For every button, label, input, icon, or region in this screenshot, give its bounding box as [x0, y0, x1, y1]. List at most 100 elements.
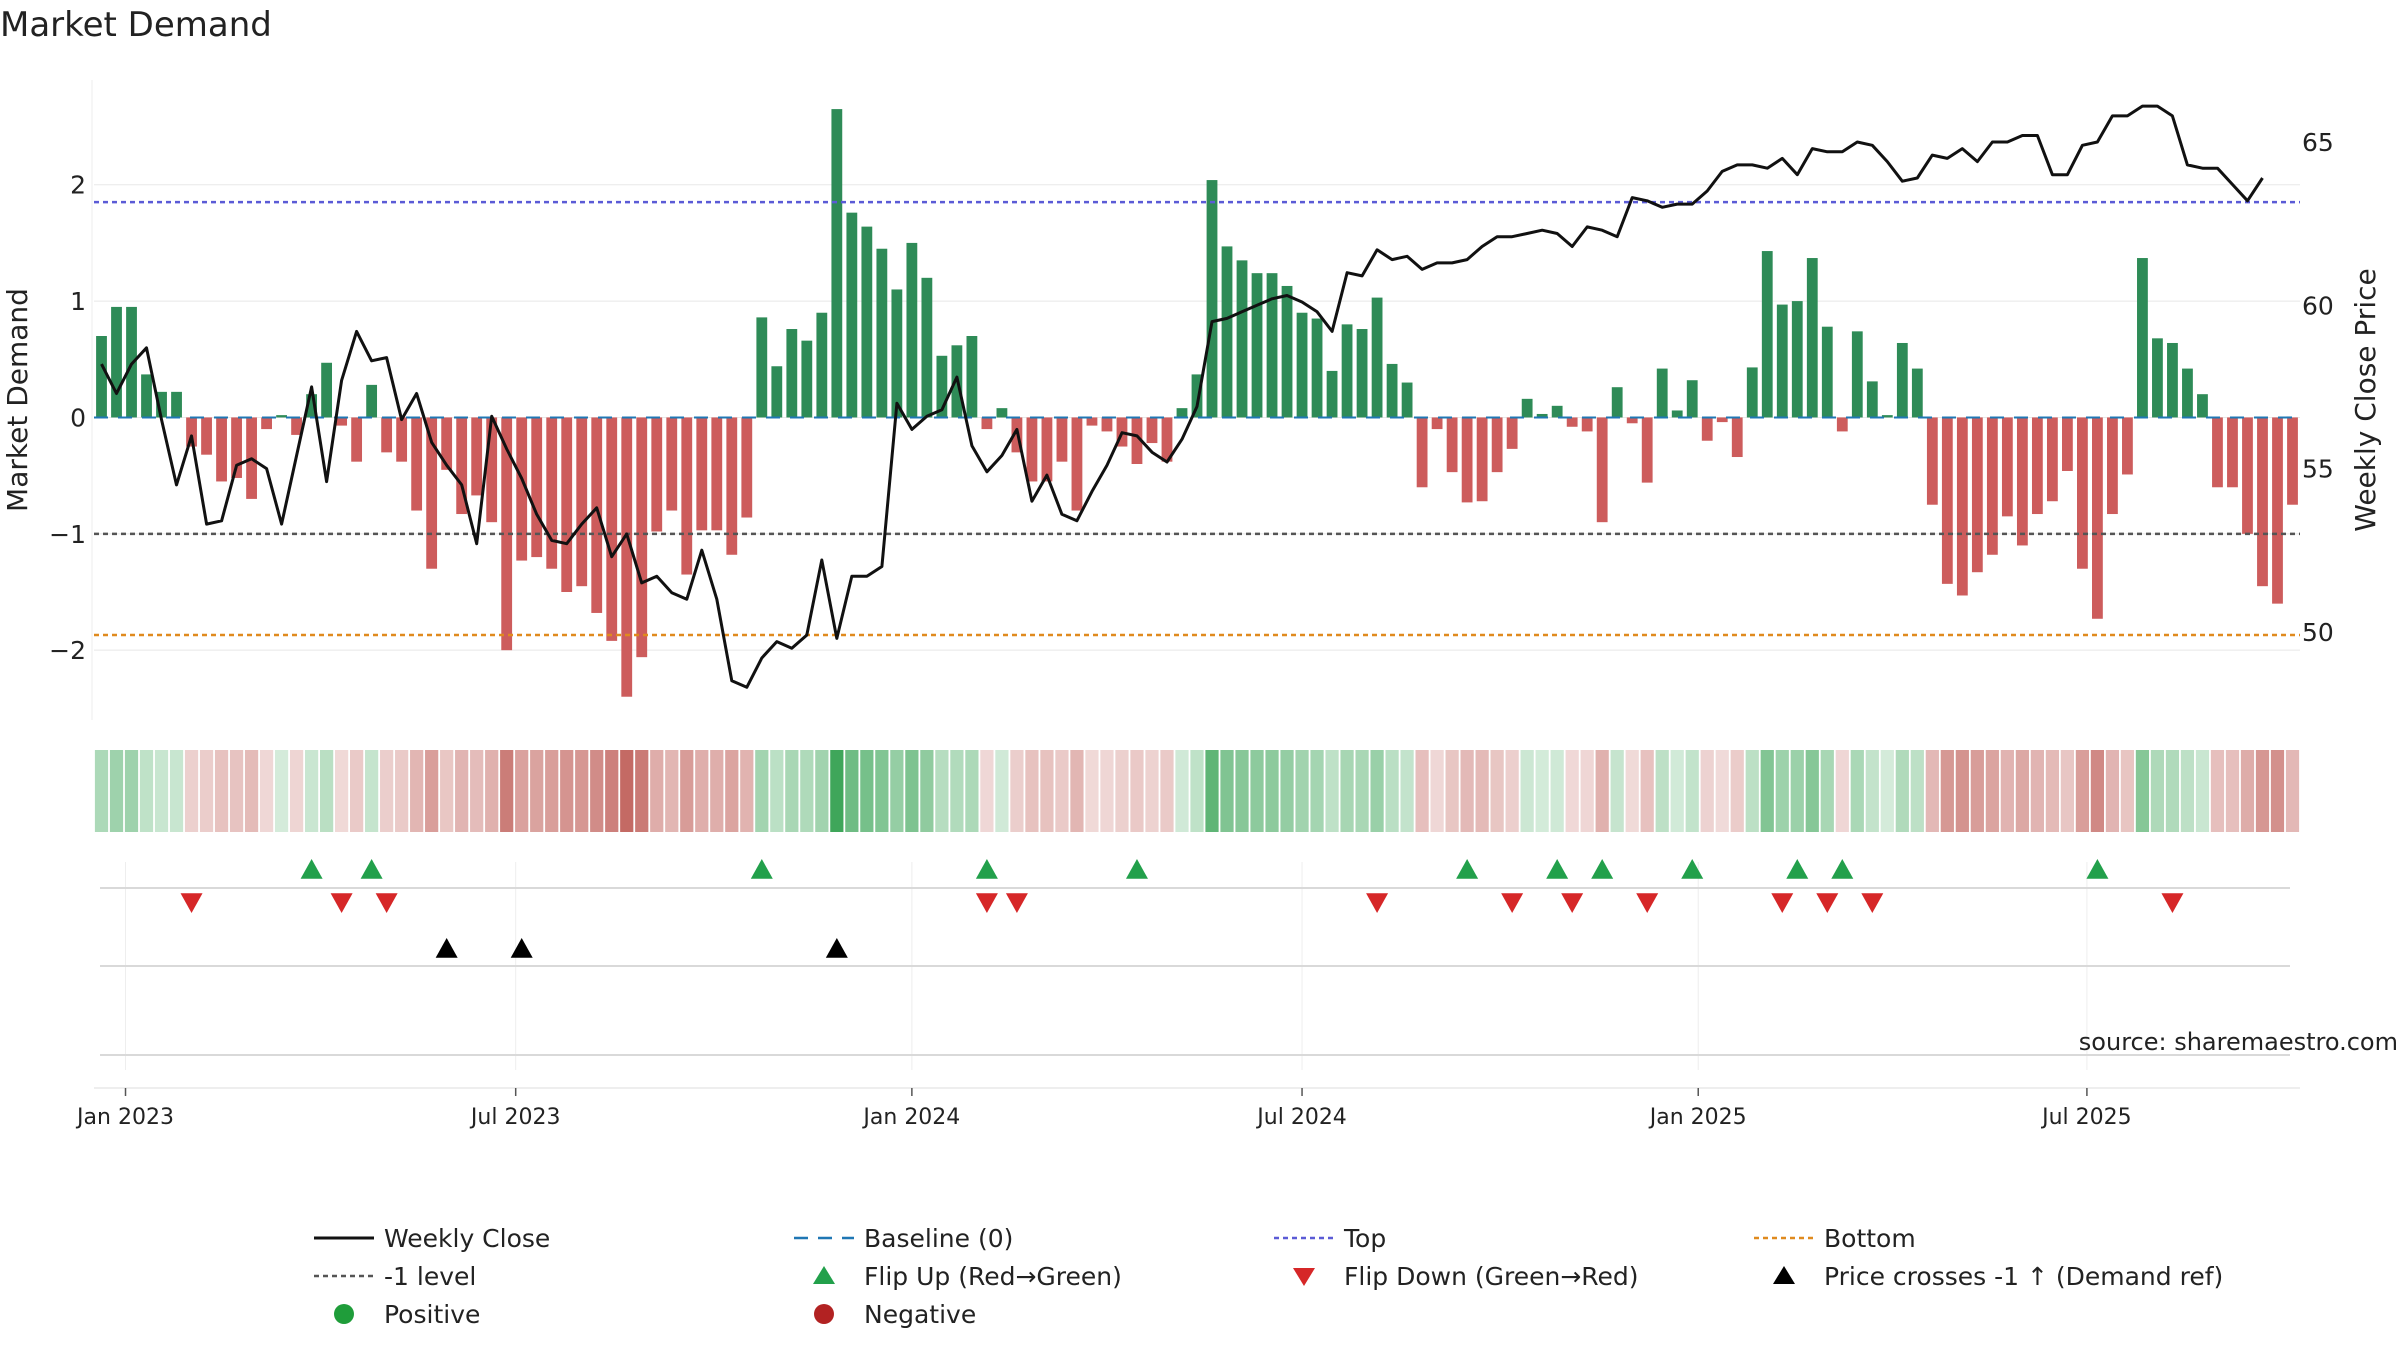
- legend: Weekly Close Baseline (0) Top Bottom -1 leve…: [314, 1224, 2223, 1329]
- heat-cell: [710, 750, 724, 832]
- bar-negative: [651, 417, 663, 532]
- legend-item-top: Top: [1274, 1224, 1386, 1253]
- flip-up-marker: [300, 859, 323, 879]
- price-cross-marker: [435, 938, 458, 958]
- bar-negative: [351, 417, 363, 462]
- heat-cell: [1790, 750, 1804, 832]
- heat-cell: [304, 750, 319, 832]
- heat-cell: [2030, 750, 2044, 832]
- heat-cell: [905, 750, 919, 832]
- bar-positive: [1746, 367, 1758, 418]
- heat-cell: [1595, 750, 1609, 832]
- y-tick-label: 2: [70, 171, 86, 200]
- bar-positive: [1791, 301, 1803, 418]
- bar-negative: [1056, 417, 1068, 462]
- legend-label: Flip Down (Green→Red): [1344, 1262, 1639, 1291]
- heat-cell: [440, 750, 454, 832]
- heat-cell: [650, 750, 664, 832]
- heat-cell: [2165, 750, 2180, 832]
- flip-up-marker: [1831, 859, 1854, 879]
- x-tick-label: Jul 2023: [469, 1105, 561, 1130]
- bar-positive: [1176, 408, 1188, 418]
- bar-negative: [486, 417, 498, 523]
- bar-negative: [336, 417, 348, 426]
- bar-negative: [231, 417, 242, 478]
- bar-negative: [1986, 417, 1998, 555]
- bar-positive: [861, 226, 873, 418]
- bar-positive: [1371, 297, 1383, 418]
- bar-positive: [2152, 338, 2163, 418]
- bar-negative: [1926, 417, 1938, 505]
- heat-cell: [1940, 750, 1954, 832]
- heat-cell: [1670, 750, 1684, 832]
- bar-positive: [1806, 258, 1818, 418]
- heat-cell: [1805, 750, 1819, 832]
- flip-up-marker: [360, 859, 383, 879]
- heat-cell: [244, 750, 259, 832]
- heat-cell: [1955, 750, 1969, 832]
- y-axis-right-label: Weekly Close Price: [2349, 268, 2382, 531]
- heat-cell: [1130, 750, 1144, 832]
- heat-cell: [2180, 750, 2195, 832]
- heat-cell: [380, 750, 394, 832]
- bar-negative: [666, 417, 678, 511]
- bar-negative: [2061, 417, 2073, 471]
- heat-cell: [1925, 750, 1939, 832]
- y-tick-label: 1: [70, 287, 86, 316]
- heat-cell: [1310, 750, 1324, 832]
- heat-cell: [2045, 750, 2059, 832]
- bar-positive: [891, 289, 903, 418]
- heat-cell: [1505, 750, 1519, 832]
- flip-down-marker: [1636, 893, 1659, 913]
- bar-negative: [456, 417, 468, 515]
- legend-label: -1 level: [384, 1262, 476, 1291]
- heat-cell: [1475, 750, 1489, 832]
- heat-cell: [1910, 750, 1924, 832]
- heat-cell: [1205, 750, 1219, 832]
- heat-cell: [2000, 750, 2014, 832]
- bar-negative: [591, 417, 603, 613]
- heat-cell: [1580, 750, 1594, 832]
- bar-negative: [981, 417, 993, 430]
- flip-up-marker: [2086, 859, 2109, 879]
- bar-positive: [756, 317, 768, 418]
- bar-negative: [2016, 417, 2028, 546]
- legend-item-baseline: Baseline (0): [794, 1224, 1013, 1253]
- y-right-tick-label: 50: [2302, 618, 2334, 647]
- bar-positive: [1236, 260, 1248, 418]
- heat-cell: [1010, 750, 1024, 832]
- bar-negative: [621, 417, 633, 697]
- heat-cell: [1235, 750, 1249, 832]
- heat-cell: [1280, 750, 1294, 832]
- heat-cell: [845, 750, 859, 832]
- bar-positive: [1851, 331, 1863, 418]
- heat-cell: [335, 750, 349, 832]
- y-right-tick-label: 65: [2302, 128, 2334, 157]
- heat-cell: [545, 750, 559, 832]
- x-tick-label: Jul 2024: [1255, 1105, 1347, 1130]
- heat-cell: [2225, 750, 2240, 832]
- heat-cell: [515, 750, 529, 832]
- heat-cell: [320, 750, 334, 832]
- bar-negative: [1101, 417, 1113, 432]
- bar-positive: [2197, 394, 2208, 418]
- heat-cell: [1880, 750, 1894, 832]
- bar-negative: [411, 417, 423, 511]
- heat-cell: [1610, 750, 1624, 832]
- heat-cell: [184, 750, 199, 832]
- heat-cell: [1745, 750, 1759, 832]
- bar-negative: [711, 417, 723, 531]
- bar-negative: [2272, 417, 2283, 604]
- heat-cell: [1190, 750, 1204, 832]
- weekly-close-line: [100, 104, 2264, 689]
- bar-negative: [1971, 417, 1983, 573]
- bar-positive: [1821, 326, 1833, 418]
- legend-swatch: [1293, 1268, 1315, 1286]
- bar-negative: [426, 417, 438, 569]
- bar-positive: [1341, 324, 1353, 418]
- heat-cell: [410, 750, 424, 832]
- flip-down-marker: [1771, 893, 1794, 913]
- heat-cell: [815, 750, 829, 832]
- bar-negative: [1161, 417, 1173, 462]
- bar-positive: [1266, 273, 1278, 418]
